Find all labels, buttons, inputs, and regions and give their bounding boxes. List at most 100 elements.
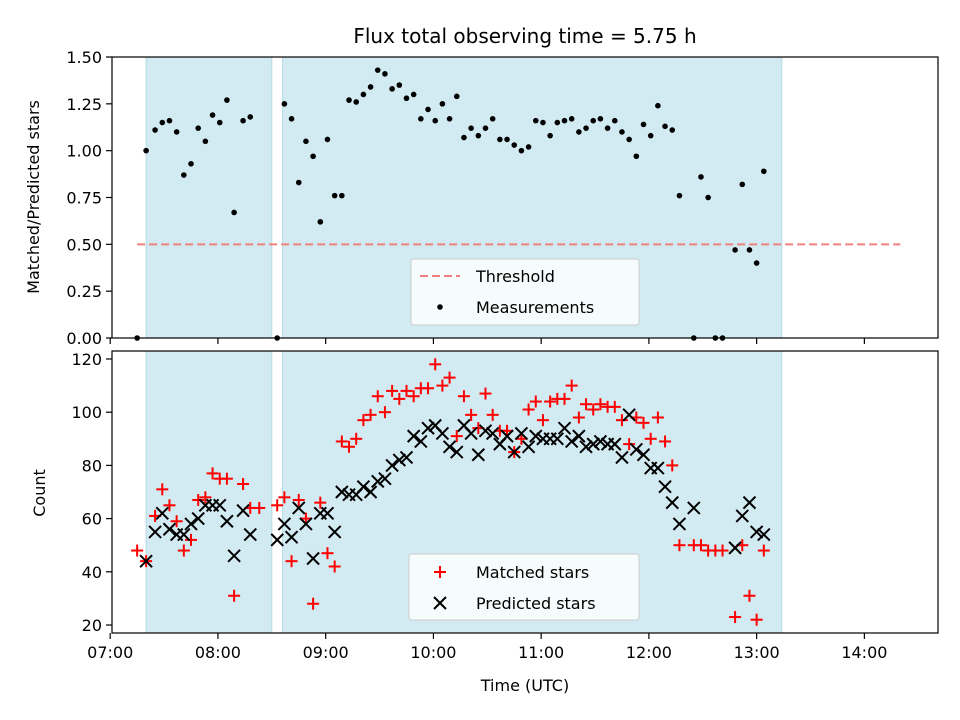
measurement-point-53 xyxy=(540,119,546,126)
matched-star-point-64 xyxy=(608,400,621,413)
legend-matched-label: Matched stars xyxy=(476,563,589,582)
matched-star-point-14 xyxy=(237,478,250,491)
measurement-point-5 xyxy=(173,129,180,135)
predicted-star-point-44 xyxy=(478,424,493,438)
predicted-star-point-6 xyxy=(184,517,198,531)
matched-star-point-32 xyxy=(378,406,391,419)
matched-star-point-20 xyxy=(292,493,305,506)
measurement-point-23 xyxy=(324,136,331,143)
x-axis-label: Time (UTC) xyxy=(480,676,569,695)
matched-star-point-24 xyxy=(321,547,334,560)
matched-star-point-81 xyxy=(743,589,756,602)
matched-star-point-52 xyxy=(522,403,535,416)
matched-star-point-13 xyxy=(228,589,241,602)
matched-star-point-60 xyxy=(580,398,593,411)
predicted-star-point-56 xyxy=(564,434,579,449)
measurement-point-52 xyxy=(532,117,539,124)
count-legend-box xyxy=(408,553,640,621)
measurement-point-80 xyxy=(746,247,753,253)
measurement-point-28 xyxy=(360,91,367,98)
predicted-star-point-12 xyxy=(227,549,241,563)
measurement-point-42 xyxy=(461,134,467,141)
predicted-star-point-31 xyxy=(385,458,399,473)
matched-star-point-65 xyxy=(615,414,628,427)
count-shaded-interval-0 xyxy=(145,350,273,634)
measurement-point-72 xyxy=(676,192,683,199)
predicted-star-point-74 xyxy=(735,509,749,523)
measurement-point-20 xyxy=(303,138,309,145)
ratio-y-tick-label-2: 0.50 xyxy=(66,235,102,254)
predicted-star-point-23 xyxy=(327,525,342,539)
predicted-star-point-3 xyxy=(162,522,177,536)
matched-star-point-71 xyxy=(659,435,672,448)
x-tick-label-4: 11:00 xyxy=(518,643,564,662)
predicted-star-point-72 xyxy=(687,501,701,515)
predicted-star-point-66 xyxy=(636,448,651,462)
measurement-point-51 xyxy=(525,144,532,150)
measurement-point-62 xyxy=(604,125,611,131)
count-y-tick-label-3: 80 xyxy=(82,456,102,475)
measurement-point-68 xyxy=(647,132,654,139)
count-y-tick-label-1: 40 xyxy=(82,563,102,582)
count-shaded-intervals xyxy=(145,350,783,634)
measurement-point-4 xyxy=(166,117,173,124)
measurement-point-27 xyxy=(353,99,360,105)
predicted-star-point-29 xyxy=(371,474,385,489)
count-y-tick-label-4: 100 xyxy=(71,403,102,422)
matched-star-point-66 xyxy=(623,438,636,451)
measurement-point-71 xyxy=(669,127,676,133)
measurement-point-32 xyxy=(389,86,395,92)
ratio-y-tick-label-5: 1.25 xyxy=(66,95,102,114)
predicted-star-point-11 xyxy=(220,514,234,528)
measurement-point-34 xyxy=(403,95,410,102)
measurement-point-57 xyxy=(568,116,575,122)
measurement-point-59 xyxy=(583,125,589,131)
measurement-point-33 xyxy=(396,82,403,88)
predicted-star-point-32 xyxy=(392,453,407,467)
measurement-point-40 xyxy=(446,116,453,122)
matched-star-point-41 xyxy=(443,371,456,384)
measurement-point-47 xyxy=(497,136,503,143)
matched-star-point-18 xyxy=(278,491,291,504)
matched-star-point-68 xyxy=(637,416,650,429)
measurement-point-69 xyxy=(655,102,661,109)
measurement-point-60 xyxy=(590,117,597,124)
predicted-star-point-55 xyxy=(557,421,572,435)
matched-star-point-75 xyxy=(694,539,707,552)
predicted-star-point-69 xyxy=(658,479,672,494)
ratio-shaded-interval-0 xyxy=(145,56,273,339)
matched-star-point-19 xyxy=(285,555,298,568)
predicted-star-point-5 xyxy=(177,527,191,542)
matched-star-point-83 xyxy=(757,544,770,557)
ratio-y-tick-label-0: 0.00 xyxy=(66,329,102,348)
matched-star-point-79 xyxy=(729,611,742,624)
count-y-axis-label: Count xyxy=(30,469,49,517)
predicted-star-point-64 xyxy=(622,408,636,422)
predicted-star-point-63 xyxy=(615,450,629,465)
matched-star-point-69 xyxy=(644,432,657,445)
count-y-tick-label-5: 120 xyxy=(71,350,102,369)
measurement-point-30 xyxy=(374,67,381,73)
measurement-point-61 xyxy=(597,116,604,122)
matched-star-point-5 xyxy=(170,515,183,528)
measurement-point-1 xyxy=(143,147,149,154)
ratio-legend-box xyxy=(410,258,640,326)
predicted-star-point-50 xyxy=(521,440,536,454)
measurement-point-2 xyxy=(152,127,158,133)
ratio-y-tick-label-4: 1.00 xyxy=(66,142,102,161)
count-y-tick-label-0: 20 xyxy=(82,616,102,635)
measurement-point-9 xyxy=(202,138,209,145)
predicted-star-point-42 xyxy=(464,426,478,441)
predicted-star-point-71 xyxy=(672,517,687,531)
measurement-point-37 xyxy=(425,106,431,113)
measurement-point-67 xyxy=(640,121,647,128)
measurement-points xyxy=(134,67,767,341)
predicted-star-point-57 xyxy=(572,429,586,443)
predicted-star-point-68 xyxy=(651,461,665,475)
predicted-star-point-27 xyxy=(356,479,371,494)
predicted-star-point-51 xyxy=(529,429,543,443)
matched-star-point-7 xyxy=(185,533,198,546)
predicted-star-point-62 xyxy=(608,437,622,451)
x-tick-label-0: 07:00 xyxy=(87,643,133,662)
measurement-point-21 xyxy=(310,153,316,160)
